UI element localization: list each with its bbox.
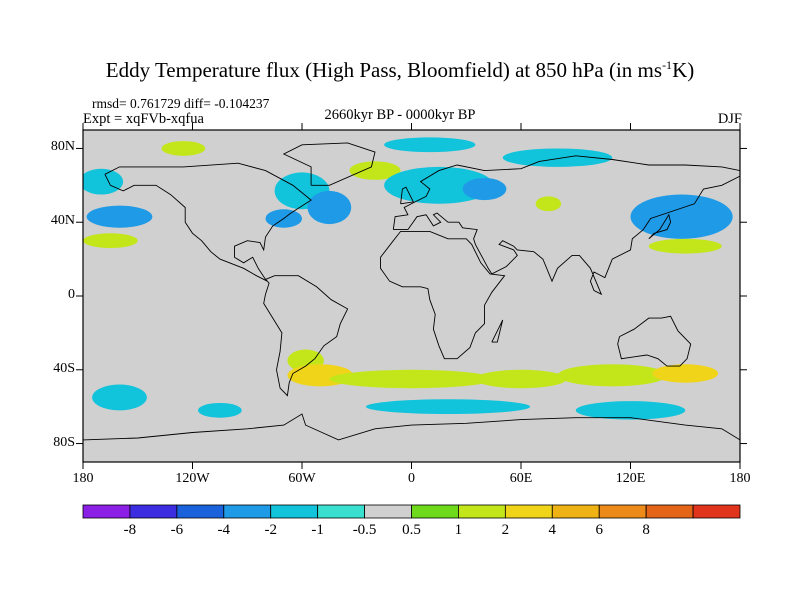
coastline bbox=[617, 315, 692, 367]
map-title: Eddy Temperature flux (High Pass, Bloomf… bbox=[105, 58, 695, 82]
colorbar-swatch bbox=[598, 504, 647, 519]
y-tick-label: 40N bbox=[50, 213, 75, 229]
anomaly-region bbox=[365, 399, 531, 415]
anomaly-region bbox=[575, 401, 686, 420]
anomaly-region bbox=[462, 177, 507, 201]
x-tick-label: 180 bbox=[729, 471, 751, 486]
anomaly-region bbox=[630, 194, 733, 239]
coastline bbox=[83, 413, 740, 441]
anomaly-region bbox=[92, 384, 147, 411]
colorbar-swatch bbox=[551, 504, 600, 519]
colorbar-label: 6 bbox=[595, 522, 603, 538]
anomaly-region bbox=[475, 369, 567, 389]
anomaly-region bbox=[83, 168, 124, 195]
anomaly-region bbox=[161, 141, 206, 156]
coastline bbox=[491, 319, 504, 343]
coastline bbox=[392, 155, 740, 296]
y-tick-label: 40S bbox=[53, 360, 75, 376]
colorbar-swatch bbox=[458, 504, 506, 519]
colorbar-swatch bbox=[504, 504, 553, 519]
colorbar-swatch bbox=[645, 504, 694, 519]
coastline bbox=[104, 162, 312, 282]
x-tick-label: 0 bbox=[408, 471, 415, 486]
colorbar-swatch bbox=[129, 504, 178, 519]
period-label: 2660kyr BP - 0000kyr BP bbox=[324, 107, 476, 123]
anomaly-region bbox=[652, 364, 719, 383]
season-label: DJF bbox=[717, 111, 742, 127]
anomaly-region bbox=[349, 161, 401, 180]
x-tick-label: 120W bbox=[175, 471, 210, 486]
y-tick-label: 80S bbox=[53, 434, 75, 450]
coastline bbox=[263, 275, 349, 397]
colorbar-swatch bbox=[692, 504, 741, 519]
coastline bbox=[648, 213, 672, 240]
coastline bbox=[282, 142, 376, 186]
anomaly-region bbox=[648, 238, 722, 254]
anomaly-region bbox=[307, 190, 352, 225]
anomaly-layer bbox=[83, 137, 733, 420]
x-tick-label: 60E bbox=[509, 471, 533, 486]
colorbar-swatch bbox=[176, 504, 225, 519]
colorbar-label: 2 bbox=[501, 522, 510, 538]
x-tick-label: 120E bbox=[615, 471, 646, 486]
colorbar-label: 4 bbox=[548, 522, 557, 538]
anomaly-region bbox=[83, 233, 138, 249]
colorbar-label: -2 bbox=[264, 522, 277, 538]
colorbar-swatch bbox=[364, 504, 412, 519]
colorbar-label: -0.5 bbox=[352, 522, 377, 538]
colorbar-swatch bbox=[411, 504, 459, 519]
colorbar-label: 0.5 bbox=[402, 522, 421, 538]
anomaly-region bbox=[86, 205, 153, 228]
colorbar-label: -4 bbox=[217, 522, 231, 538]
colorbar-swatch bbox=[317, 504, 365, 519]
anomaly-region bbox=[502, 148, 613, 167]
x-tick-label: 60W bbox=[288, 471, 316, 486]
x-tick-label: 180 bbox=[72, 471, 94, 486]
anomaly-region bbox=[197, 402, 242, 418]
colorbar-swatch bbox=[270, 504, 319, 519]
colorbar-label: 8 bbox=[642, 522, 650, 538]
coastline bbox=[400, 186, 414, 205]
y-tick-label: 0 bbox=[68, 287, 75, 302]
colorbar-swatch bbox=[82, 504, 131, 519]
anomaly-region bbox=[557, 364, 667, 387]
colorbar-label: -1 bbox=[311, 522, 324, 538]
colorbar-label: -6 bbox=[170, 522, 184, 538]
anomaly-region bbox=[535, 196, 562, 212]
colorbar-label: 1 bbox=[454, 522, 463, 538]
stats-line: rmsd= 0.761729 diff= -0.104237 bbox=[92, 96, 270, 111]
colorbar-swatch bbox=[223, 504, 272, 519]
experiment-line: Expt = xqFVb-xqfua bbox=[83, 111, 204, 127]
colorbar-label: -8 bbox=[123, 522, 137, 538]
coastline bbox=[380, 230, 506, 360]
anomaly-region bbox=[384, 137, 476, 153]
anomaly-region bbox=[329, 369, 494, 389]
y-tick-label: 80N bbox=[50, 139, 75, 155]
